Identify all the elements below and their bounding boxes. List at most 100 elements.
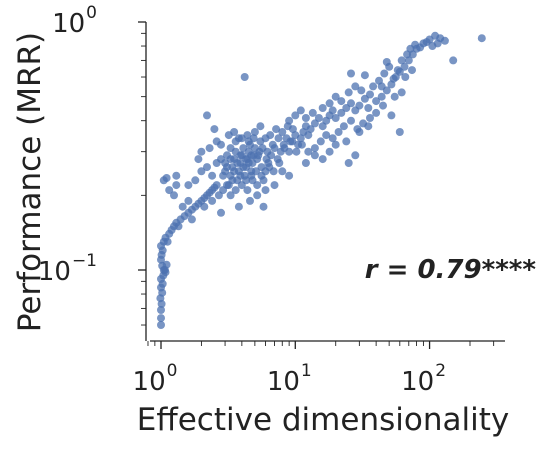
data-point [254, 151, 263, 160]
data-point [382, 58, 391, 66]
data-point [390, 92, 399, 101]
data-point [274, 134, 283, 143]
data-point [210, 125, 219, 134]
data-point [236, 171, 245, 180]
axis-ticks [138, 21, 495, 349]
data-point [244, 159, 253, 167]
y-tick-label: 100 [52, 3, 97, 39]
data-point [408, 66, 416, 75]
data-point [272, 125, 281, 134]
data-point [286, 137, 295, 146]
data-point [314, 114, 323, 122]
data-point [328, 106, 337, 115]
data-point [233, 159, 242, 167]
data-point [205, 144, 214, 153]
data-point [416, 43, 425, 52]
data-point [380, 69, 389, 78]
data-point [259, 202, 268, 211]
data-point [269, 167, 278, 176]
x-tick-label: 102 [401, 361, 446, 397]
data-point [397, 56, 406, 65]
data-point [230, 128, 239, 136]
data-point [328, 134, 337, 143]
data-point [440, 36, 449, 45]
data-point [325, 147, 334, 156]
data-point [226, 155, 235, 164]
data-point [355, 128, 364, 136]
data-point [292, 147, 301, 156]
data-point [231, 186, 240, 195]
data-point [257, 171, 266, 180]
data-point [395, 128, 404, 136]
data-point [243, 186, 252, 195]
data-point [357, 86, 366, 95]
data-point [197, 167, 206, 176]
data-point [191, 176, 200, 185]
data-point [194, 155, 203, 164]
data-point [360, 71, 369, 80]
data-point [477, 34, 486, 43]
x-tick-exponent: 2 [435, 361, 446, 381]
x-tick-label: 101 [267, 361, 312, 397]
data-point [393, 66, 402, 75]
y-axis-title: Performance (MRR) [12, 32, 48, 332]
data-point [237, 134, 246, 143]
data-point [197, 147, 206, 156]
data-point [280, 144, 289, 153]
data-point [310, 144, 319, 153]
data-point [401, 73, 410, 81]
data-point [212, 181, 221, 190]
data-point [301, 114, 310, 122]
data-point [157, 306, 165, 314]
data-point [366, 90, 374, 99]
data-point [364, 122, 373, 131]
data-point [172, 171, 181, 180]
data-point [306, 125, 315, 134]
data-point [318, 155, 327, 164]
data-point [364, 104, 373, 112]
x-tick-exponent: 0 [167, 361, 178, 381]
data-point [174, 222, 183, 231]
data-point [184, 196, 193, 205]
data-point [449, 56, 458, 65]
data-point [172, 181, 181, 190]
x-tick-exponent: 1 [301, 361, 312, 381]
data-point [258, 144, 267, 153]
data-point [200, 202, 209, 211]
data-point [178, 202, 187, 211]
data-point [246, 196, 254, 205]
data-point [337, 97, 346, 106]
data-point [355, 101, 364, 110]
data-point [230, 167, 239, 176]
data-point [157, 321, 165, 329]
data-point [162, 260, 171, 269]
data-point [253, 191, 262, 200]
data-point [270, 181, 279, 190]
data-point [223, 163, 231, 172]
data-point [342, 137, 351, 146]
data-point [331, 140, 340, 149]
data-point [203, 111, 211, 120]
data-point [165, 186, 174, 195]
data-point [231, 137, 240, 146]
data-point [372, 108, 381, 117]
data-point [223, 181, 231, 190]
data-point [203, 163, 211, 172]
data-point [331, 92, 340, 101]
data-point [296, 134, 305, 143]
data-point [184, 181, 193, 190]
data-point [389, 74, 398, 83]
data-point [347, 69, 355, 78]
data-point [161, 268, 170, 277]
data-points [156, 31, 486, 329]
data-point [337, 108, 346, 117]
data-point [261, 186, 270, 195]
data-point [339, 122, 348, 131]
data-point [334, 128, 343, 136]
data-point [228, 176, 237, 185]
data-point [397, 88, 406, 97]
data-point [351, 82, 360, 91]
data-point [301, 159, 310, 167]
data-point [256, 122, 265, 131]
